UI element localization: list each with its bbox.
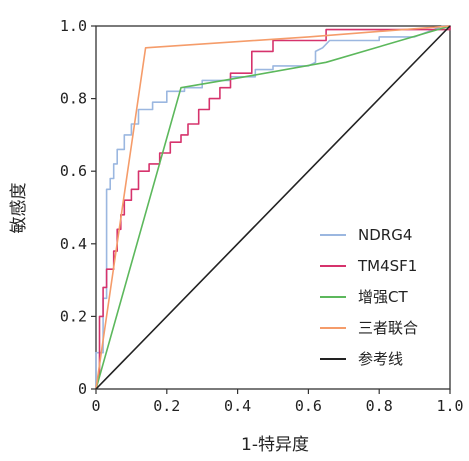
series-line-2 [95, 25, 451, 390]
y-tick-label: 1.0 [60, 17, 87, 35]
x-tick-label: 0 [91, 397, 100, 415]
series-layer [95, 25, 451, 390]
x-axis-label: 1-特异度 [241, 435, 309, 455]
y-tick-label: 0.6 [60, 162, 87, 180]
y-tick-label: 0.4 [60, 235, 87, 253]
plot-frame [95, 25, 451, 390]
y-tick-label: 0 [78, 380, 87, 398]
legend-label: NDRG4 [358, 226, 412, 244]
x-tick-label: 0.4 [224, 397, 251, 415]
legend-label: TM4SF1 [357, 257, 417, 275]
x-tick-label: 0.2 [153, 397, 180, 415]
axes-layer: 00 0.2 0.2 0.4 0.4 0.6 0.6 0.8 0.8 1.0 1.0 [60, 17, 464, 415]
x-tick-label: 1.0 [436, 397, 463, 415]
x-tick-label: 0.6 [295, 397, 322, 415]
legend-label: 三者联合 [358, 319, 418, 337]
series-line-4 [95, 25, 451, 390]
y-axis-label: 敏感度 [9, 183, 29, 234]
y-tick-label: 0.2 [60, 307, 87, 325]
y-tick-label: 0.8 [60, 90, 87, 108]
legend-label: 参考线 [358, 350, 403, 368]
series-line-0 [95, 25, 450, 389]
legend-label: 增强CT [358, 288, 408, 306]
plot-area [95, 25, 451, 390]
x-tick-label: 0.8 [366, 397, 393, 415]
series-line-3 [95, 25, 451, 390]
